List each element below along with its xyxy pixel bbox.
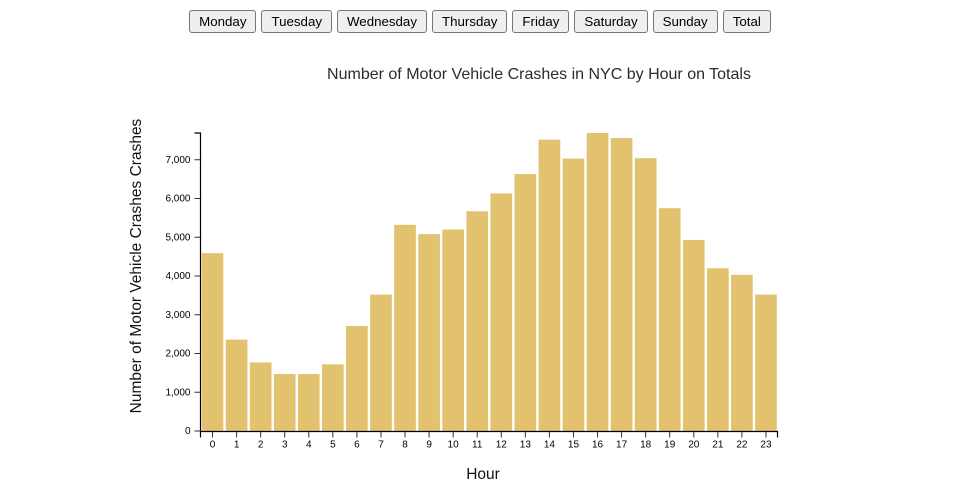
x-tick-label: 18	[640, 440, 652, 451]
bar-hour-4	[297, 374, 320, 431]
y-tick-label: 3,000	[165, 310, 190, 321]
bar-hour-20	[682, 239, 705, 431]
x-tick-label: 8	[402, 440, 408, 451]
bar-hour-3	[273, 374, 296, 431]
day-button-tuesday[interactable]: Tuesday	[261, 10, 332, 33]
x-axis-label: Hour	[466, 466, 500, 483]
x-tick-label: 9	[426, 440, 432, 451]
x-tick-label: 17	[616, 440, 628, 451]
x-tick-label: 7	[378, 440, 384, 451]
day-button-thursday[interactable]: Thursday	[431, 10, 508, 33]
bar-hour-17	[610, 138, 633, 431]
x-axis-line	[199, 430, 779, 438]
x-tick-label: 13	[520, 440, 532, 451]
bar-hour-15	[562, 158, 585, 431]
bar-hour-23	[755, 294, 777, 431]
day-selector-toolbar: Monday Tuesday Wednesday Thursday Friday…	[0, 10, 960, 33]
day-button-friday[interactable]: Friday	[512, 10, 570, 33]
x-tick-label: 10	[448, 440, 460, 451]
day-button-sunday[interactable]: Sunday	[652, 10, 718, 33]
x-tick-label: 1	[234, 440, 240, 451]
x-tick-label: 22	[736, 440, 748, 451]
bar-hour-12	[490, 193, 513, 431]
x-tick-label: 0	[210, 440, 216, 451]
x-tick-label: 20	[688, 440, 700, 451]
y-tick-label: 1,000	[165, 387, 190, 398]
day-button-monday[interactable]: Monday	[189, 10, 257, 33]
bar-hour-11	[466, 211, 489, 431]
bar-hour-8	[394, 224, 416, 431]
y-tick-label: 0	[185, 426, 191, 437]
bar-hour-7	[370, 294, 392, 431]
x-tick-label: 16	[592, 440, 604, 451]
bar-hour-18	[634, 158, 657, 431]
x-tick-label: 12	[496, 440, 508, 451]
bar-hour-21	[707, 268, 729, 431]
bar-hour-0	[201, 253, 224, 431]
bar-hour-19	[658, 208, 681, 431]
y-axis-line	[194, 132, 202, 432]
bar-hour-13	[514, 174, 537, 431]
y-tick-label: 7,000	[165, 155, 190, 166]
day-button-total[interactable]: Total	[722, 10, 771, 33]
bar-hour-16	[586, 133, 609, 431]
chart-title: Number of Motor Vehicle Crashes in NYC b…	[327, 66, 751, 83]
bar-hour-6	[346, 325, 368, 431]
bar-hour-22	[731, 274, 753, 431]
x-tick-label: 14	[544, 440, 556, 451]
x-tick-label: 2	[258, 440, 264, 451]
y-tick-label: 4,000	[165, 271, 190, 282]
x-tick-label: 19	[664, 440, 676, 451]
x-tick-label: 4	[306, 440, 312, 451]
x-tick-label: 6	[354, 440, 360, 451]
x-tick-label: 3	[282, 440, 288, 451]
day-button-saturday[interactable]: Saturday	[574, 10, 648, 33]
x-tick-label: 11	[472, 440, 483, 451]
bar-hour-9	[418, 234, 440, 431]
x-tick-label: 23	[760, 440, 772, 451]
bar-hour-2	[249, 362, 272, 431]
bar-hour-10	[442, 229, 464, 431]
bar-hour-14	[538, 139, 561, 431]
y-tick-label: 2,000	[165, 349, 190, 360]
y-tick-label: 5,000	[165, 232, 190, 243]
x-tick-label: 21	[712, 440, 724, 451]
day-button-wednesday[interactable]: Wednesday	[337, 10, 427, 33]
x-tick-label: 5	[330, 440, 336, 451]
bar-hour-1	[225, 339, 248, 431]
bar-hour-5	[322, 364, 344, 431]
x-tick-label: 15	[568, 440, 580, 451]
y-tick-label: 6,000	[165, 194, 190, 205]
